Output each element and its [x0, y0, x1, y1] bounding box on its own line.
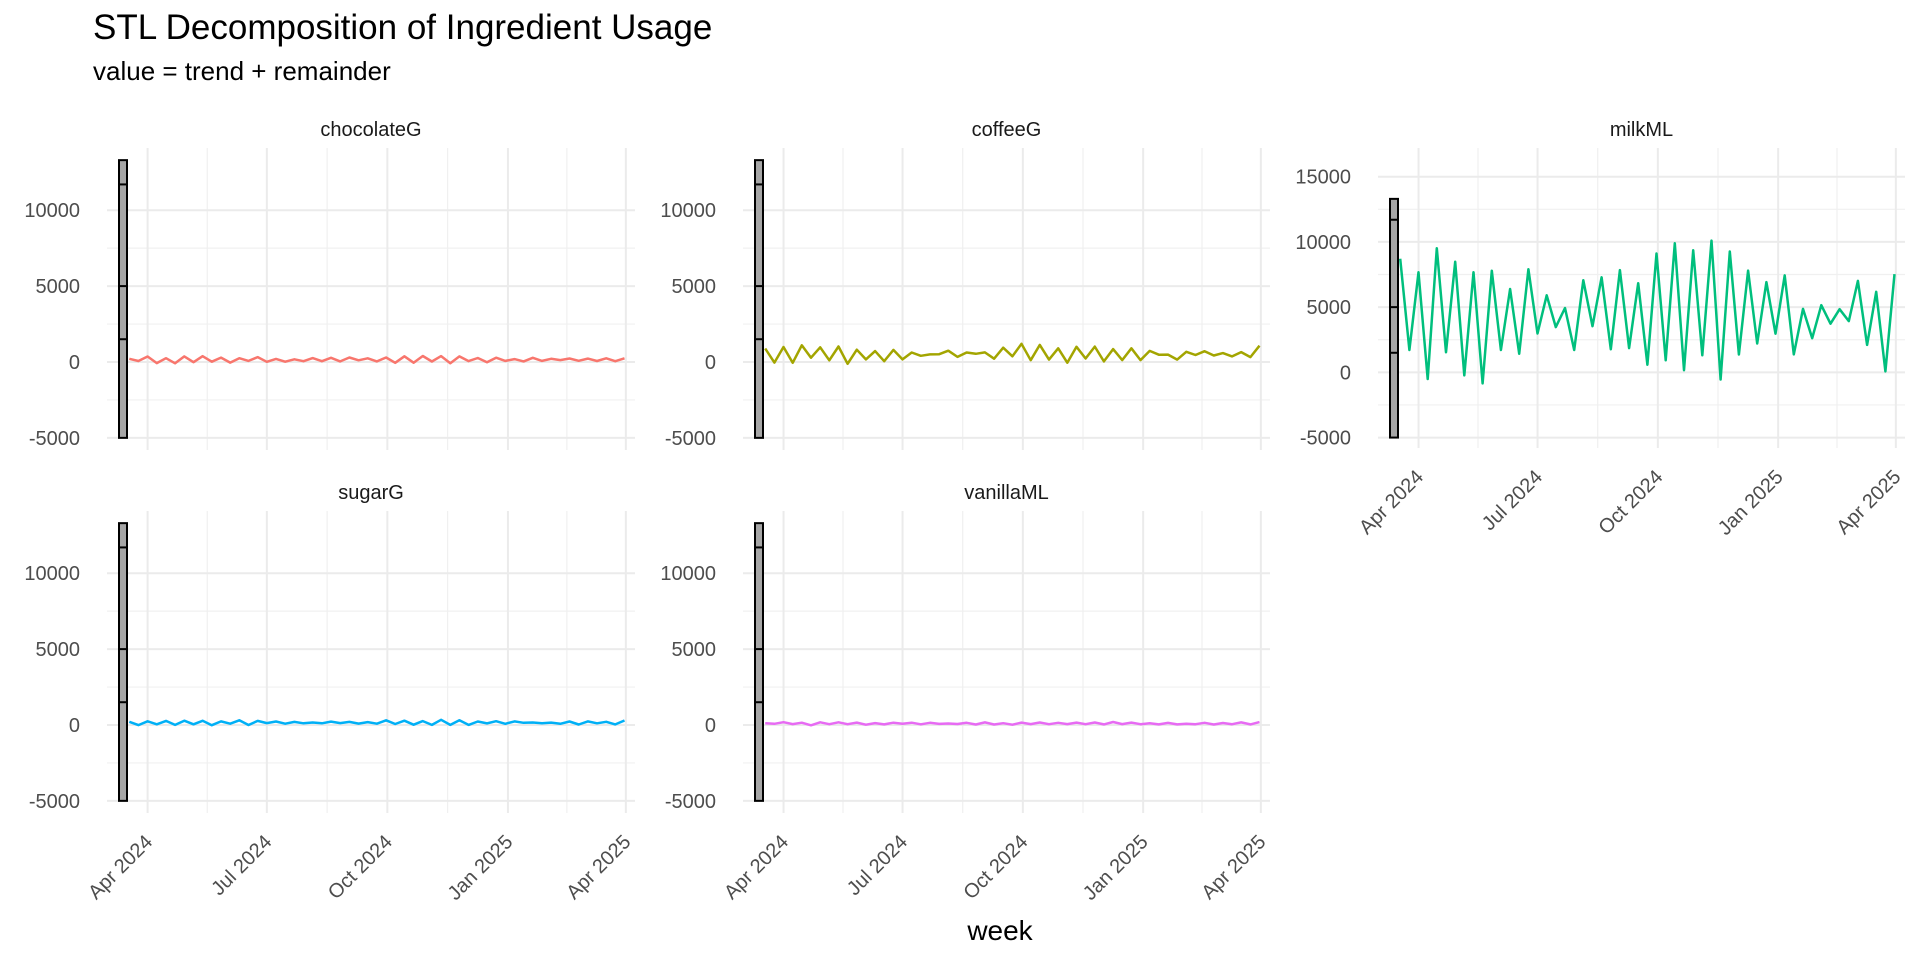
- y-tick-label: -5000: [665, 791, 716, 813]
- y-tick-label: 10000: [24, 563, 80, 585]
- y-tick-label: 5000: [36, 639, 81, 661]
- x-tick-label: Oct 2024: [1594, 466, 1667, 539]
- chart-title: STL Decomposition of Ingredient Usage: [93, 8, 713, 47]
- x-tick-label: Apr 2025: [1832, 466, 1905, 539]
- y-tick-label: 10000: [660, 563, 716, 585]
- series-line-coffeeG: [764, 342, 1261, 366]
- x-tick-label: Oct 2024: [324, 831, 397, 904]
- panel-vanillaML: -5000 0 5000 10000 Apr 2024 Jul 2024 Oct 2024 J…: [660, 482, 1270, 905]
- facet-label: vanillaML: [964, 482, 1048, 504]
- x-tick-label: Oct 2024: [959, 831, 1032, 904]
- y-tick-label: 5000: [1307, 297, 1352, 319]
- x-tick-label: Apr 2024: [84, 831, 157, 904]
- x-tick-label: Jan 2025: [1079, 831, 1153, 905]
- facet-label: chocolateG: [320, 119, 421, 141]
- series-line-sugarG: [128, 718, 625, 727]
- y-tick-label: 5000: [36, 276, 81, 298]
- x-tick-label: Jan 2025: [1714, 466, 1788, 540]
- x-tick-label: Jul 2024: [207, 831, 276, 900]
- x-tick-label: Apr 2025: [562, 831, 635, 904]
- facet-label: coffeeG: [972, 119, 1042, 141]
- y-tick-label: 10000: [660, 200, 716, 222]
- y-tick-label: 15000: [1295, 167, 1351, 189]
- y-tick-label: 5000: [672, 276, 717, 298]
- series-line-vanillaML: [765, 720, 1260, 727]
- x-tick-label: Apr 2024: [1355, 466, 1428, 539]
- x-tick-label: Apr 2025: [1197, 831, 1270, 904]
- y-tick-label: 0: [705, 715, 716, 737]
- panel-sugarG: -5000 0 5000 10000 Apr 2024 Jul 2024 Oct 2024 J…: [24, 482, 635, 905]
- panel-chocolateG: -5000 0 5000 10000 chocolateG: [24, 119, 635, 450]
- y-tick-label: 0: [69, 352, 80, 374]
- y-tick-label: 0: [705, 352, 716, 374]
- x-tick-label: Jul 2024: [1478, 466, 1547, 535]
- y-tick-label: -5000: [29, 428, 80, 450]
- series-line-chocolateG: [129, 354, 625, 365]
- x-tick-label: Jul 2024: [843, 831, 912, 900]
- y-tick-label: -5000: [665, 428, 716, 450]
- y-tick-label: 5000: [672, 639, 717, 661]
- x-axis-title: week: [966, 915, 1033, 946]
- x-tick-label: Apr 2024: [720, 831, 793, 904]
- panel-coffeeG: -5000 0 5000 10000 coffeeG: [660, 119, 1270, 450]
- y-tick-label: 0: [1340, 362, 1351, 384]
- panel-milkML: -5000 0 5000 10000 15000 Apr 2024 Jul 2024 Oct …: [1295, 119, 1905, 540]
- facet-label: milkML: [1610, 119, 1673, 141]
- x-tick-label: Jan 2025: [444, 831, 518, 905]
- y-tick-label: 0: [69, 715, 80, 737]
- range-bar: [1389, 197, 1399, 439]
- y-tick-label: 10000: [24, 200, 80, 222]
- range-bar: [754, 522, 764, 802]
- range-bar: [754, 159, 764, 439]
- facet-label: sugarG: [338, 482, 404, 504]
- range-bar: [118, 159, 128, 439]
- series-line-milkML: [1398, 239, 1896, 385]
- y-tick-label: 10000: [1295, 232, 1351, 254]
- y-tick-label: -5000: [1300, 428, 1351, 450]
- range-bar: [118, 522, 128, 802]
- y-tick-label: -5000: [29, 791, 80, 813]
- chart-subtitle: value = trend + remainder: [93, 56, 391, 86]
